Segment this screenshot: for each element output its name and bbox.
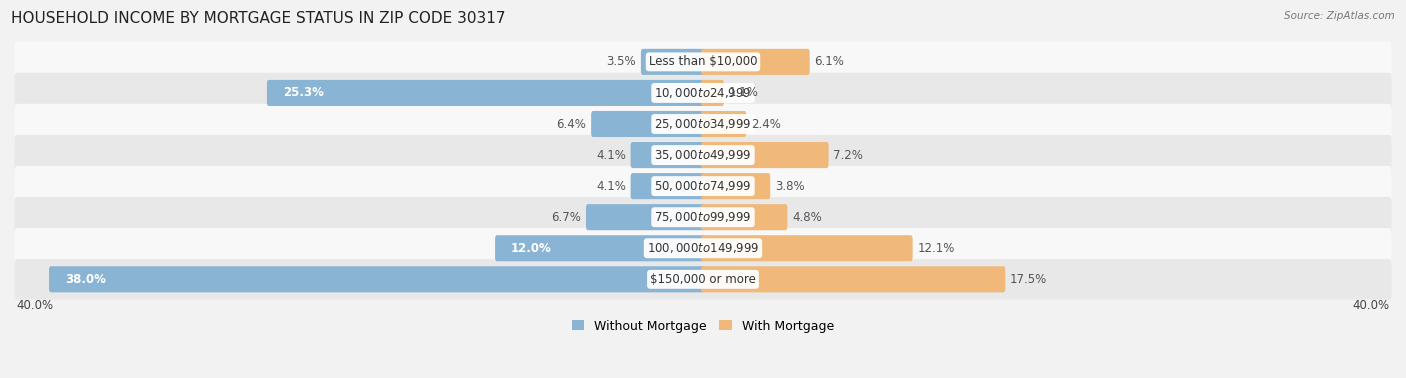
FancyBboxPatch shape bbox=[14, 135, 1392, 175]
FancyBboxPatch shape bbox=[14, 42, 1392, 82]
FancyBboxPatch shape bbox=[702, 49, 810, 75]
Text: 3.8%: 3.8% bbox=[775, 180, 804, 193]
FancyBboxPatch shape bbox=[702, 204, 787, 230]
Text: 6.1%: 6.1% bbox=[814, 55, 845, 68]
Text: 7.2%: 7.2% bbox=[834, 149, 863, 161]
FancyBboxPatch shape bbox=[14, 104, 1392, 144]
FancyBboxPatch shape bbox=[14, 197, 1392, 237]
FancyBboxPatch shape bbox=[641, 49, 704, 75]
Text: 4.8%: 4.8% bbox=[792, 211, 823, 224]
Text: 4.1%: 4.1% bbox=[596, 180, 626, 193]
FancyBboxPatch shape bbox=[702, 266, 1005, 292]
Text: 2.4%: 2.4% bbox=[751, 118, 780, 130]
FancyBboxPatch shape bbox=[49, 266, 704, 292]
FancyBboxPatch shape bbox=[702, 111, 747, 137]
FancyBboxPatch shape bbox=[702, 235, 912, 261]
FancyBboxPatch shape bbox=[14, 73, 1392, 113]
FancyBboxPatch shape bbox=[14, 259, 1392, 299]
Text: $75,000 to $99,999: $75,000 to $99,999 bbox=[654, 210, 752, 224]
FancyBboxPatch shape bbox=[631, 142, 704, 168]
Text: Less than $10,000: Less than $10,000 bbox=[648, 55, 758, 68]
Text: HOUSEHOLD INCOME BY MORTGAGE STATUS IN ZIP CODE 30317: HOUSEHOLD INCOME BY MORTGAGE STATUS IN Z… bbox=[11, 11, 506, 26]
Text: 4.1%: 4.1% bbox=[596, 149, 626, 161]
Text: 40.0%: 40.0% bbox=[17, 299, 53, 311]
FancyBboxPatch shape bbox=[14, 228, 1392, 268]
Text: $150,000 or more: $150,000 or more bbox=[650, 273, 756, 286]
Text: 25.3%: 25.3% bbox=[283, 87, 323, 99]
FancyBboxPatch shape bbox=[586, 204, 704, 230]
FancyBboxPatch shape bbox=[591, 111, 704, 137]
Text: $10,000 to $24,999: $10,000 to $24,999 bbox=[654, 86, 752, 100]
FancyBboxPatch shape bbox=[702, 80, 724, 106]
FancyBboxPatch shape bbox=[631, 173, 704, 199]
Text: Source: ZipAtlas.com: Source: ZipAtlas.com bbox=[1284, 11, 1395, 21]
Text: 12.0%: 12.0% bbox=[510, 242, 551, 255]
Text: 40.0%: 40.0% bbox=[1353, 299, 1389, 311]
Text: 38.0%: 38.0% bbox=[65, 273, 105, 286]
Text: $50,000 to $74,999: $50,000 to $74,999 bbox=[654, 179, 752, 193]
Legend: Without Mortgage, With Mortgage: Without Mortgage, With Mortgage bbox=[567, 314, 839, 338]
FancyBboxPatch shape bbox=[702, 173, 770, 199]
Text: 12.1%: 12.1% bbox=[918, 242, 955, 255]
Text: $25,000 to $34,999: $25,000 to $34,999 bbox=[654, 117, 752, 131]
Text: 6.7%: 6.7% bbox=[551, 211, 581, 224]
FancyBboxPatch shape bbox=[14, 166, 1392, 206]
Text: 3.5%: 3.5% bbox=[606, 55, 636, 68]
FancyBboxPatch shape bbox=[267, 80, 704, 106]
FancyBboxPatch shape bbox=[495, 235, 704, 261]
Text: 17.5%: 17.5% bbox=[1010, 273, 1047, 286]
Text: $35,000 to $49,999: $35,000 to $49,999 bbox=[654, 148, 752, 162]
Text: 1.1%: 1.1% bbox=[728, 87, 759, 99]
Text: $100,000 to $149,999: $100,000 to $149,999 bbox=[647, 241, 759, 255]
FancyBboxPatch shape bbox=[702, 142, 828, 168]
Text: 6.4%: 6.4% bbox=[557, 118, 586, 130]
